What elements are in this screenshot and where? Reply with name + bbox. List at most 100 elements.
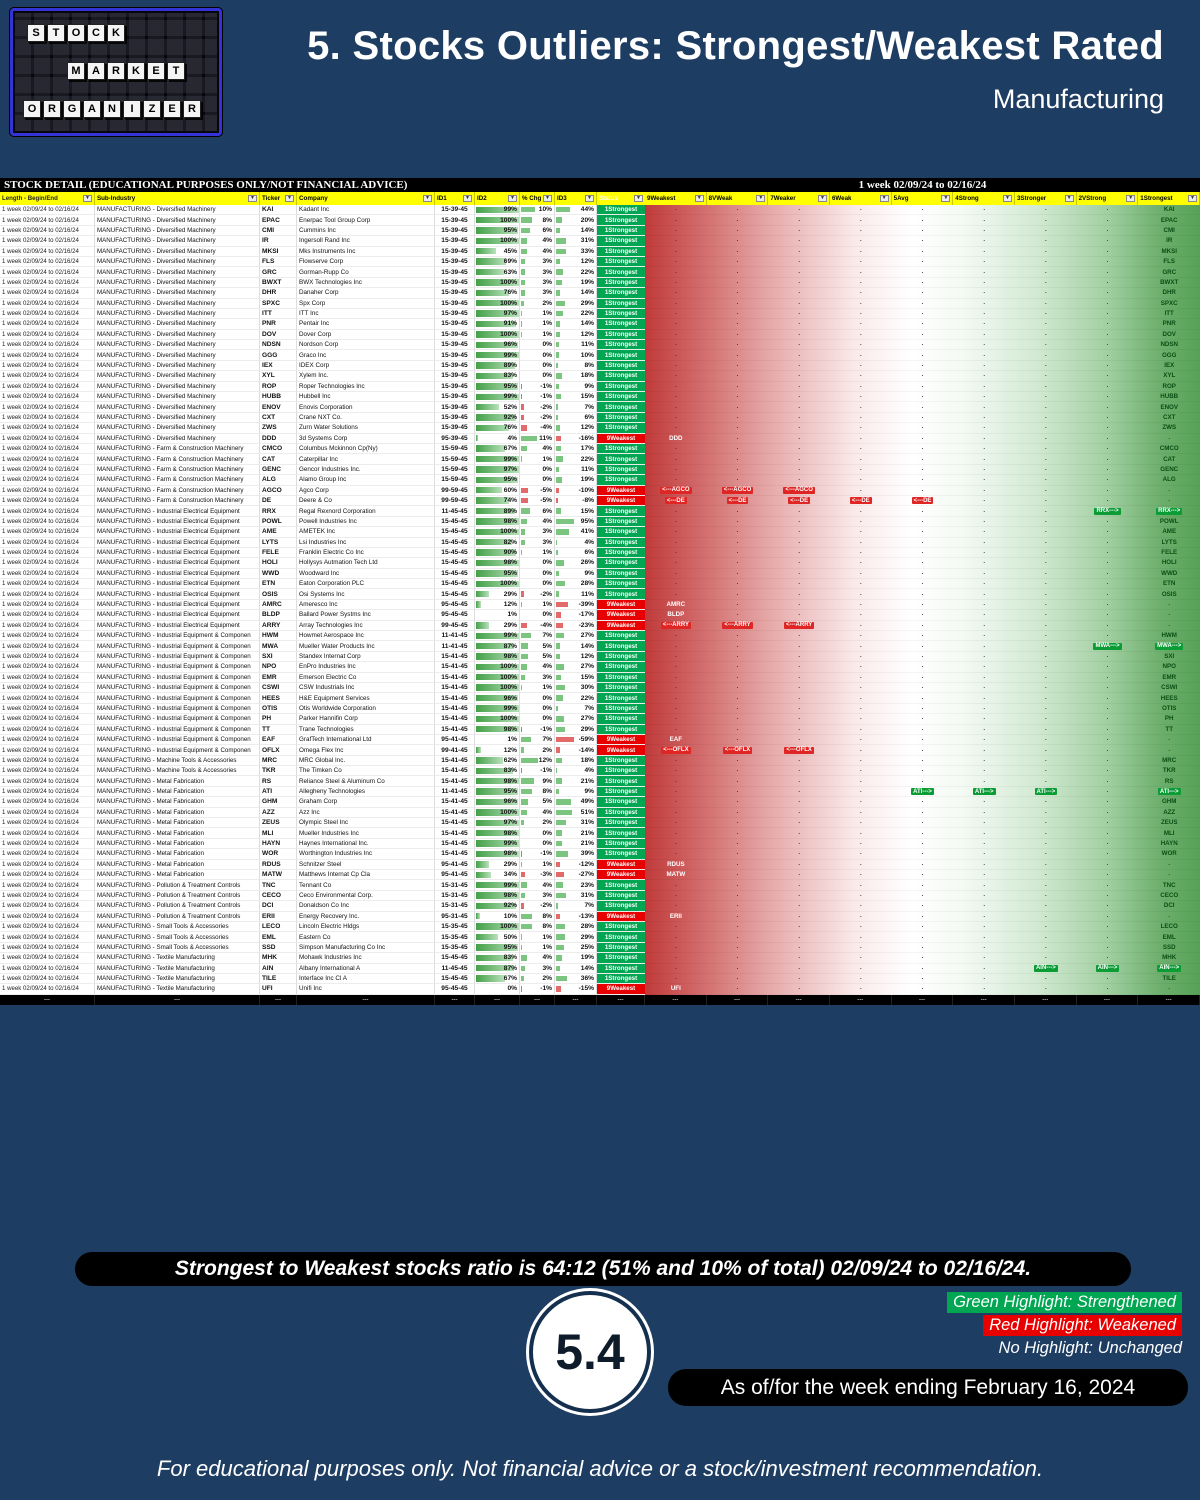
chg-databar xyxy=(521,861,523,867)
chg-databar xyxy=(521,518,527,525)
ticker-value: EAF xyxy=(262,736,276,744)
rating-cell-7weaker: . xyxy=(768,849,830,858)
filter-arrow-icon[interactable]: ▼ xyxy=(694,195,704,202)
company-value: Spx Corp xyxy=(299,299,326,307)
filter-arrow-icon[interactable]: ▼ xyxy=(1064,195,1074,202)
rating-cell-1strongest: WOR xyxy=(1138,849,1200,858)
filter-arrow-icon[interactable]: ▼ xyxy=(285,195,294,202)
empty-dot: . xyxy=(798,985,801,992)
id2-cell: 98% xyxy=(475,849,520,860)
rating-cell-6weak: . xyxy=(830,299,892,308)
column-header-1strongest[interactable]: 1Strongest ▼ xyxy=(1138,192,1200,205)
ticker-cell: OTIS xyxy=(260,703,297,715)
chg-cell: 6% xyxy=(520,225,555,237)
id3-databar xyxy=(556,643,561,649)
filter-arrow-icon[interactable]: ▼ xyxy=(248,195,257,202)
sub-industry-cell: MANUFACTURING - Metal Fabrication xyxy=(95,859,260,870)
filter-arrow-icon[interactable]: ▼ xyxy=(508,195,517,202)
chg-value: 9% xyxy=(542,777,552,785)
ticker-value: CMCO xyxy=(262,445,283,453)
column-header-9weakest[interactable]: 9Weakest ▼ xyxy=(645,192,707,205)
chg-databar xyxy=(521,975,524,982)
filter-arrow-icon[interactable]: ▼ xyxy=(818,195,827,202)
status-cell: 1Strongest xyxy=(597,703,645,715)
sub-industry-cell: MANUFACTURING - Industrial Electrical Eq… xyxy=(95,599,260,611)
stock-row-zeus: 1 week 02/09/24 to 02/16/24 MANUFACTURING… xyxy=(0,818,1200,829)
company-cell: Gencor Industries Inc. xyxy=(297,464,435,476)
id1-cell: 15-39-45 xyxy=(435,392,475,403)
column-header-status[interactable]: Status ▼ xyxy=(597,192,645,205)
column-header-sub-industry[interactable]: Sub-Industry ▼ xyxy=(95,192,260,205)
column-header-id2[interactable]: ID2 ▼ xyxy=(475,192,520,205)
empty-dot: . xyxy=(736,881,739,888)
company-cell: Hollysys Autmation Tech Ltd xyxy=(297,558,435,569)
filter-arrow-icon[interactable]: ▼ xyxy=(756,195,766,202)
column-header-length-begin-end[interactable]: Length - Begin/End ▼ xyxy=(0,192,95,205)
column-header-8vweak[interactable]: 8VWeak ▼ xyxy=(707,192,769,205)
status-value: 9Weakest xyxy=(606,434,636,442)
rating-track: ........ IEX xyxy=(645,360,1200,372)
column-header-6weak[interactable]: 6Weak ▼ xyxy=(830,192,892,205)
empty-dot: . xyxy=(860,268,862,275)
column-header-id1[interactable]: ID1 ▼ xyxy=(435,192,475,205)
empty-dot: . xyxy=(1106,393,1109,400)
rating-cell-3stronger: . xyxy=(1015,215,1077,224)
rating-cell-6weak: . xyxy=(830,434,892,443)
filter-arrow-icon[interactable]: ▼ xyxy=(1187,195,1197,202)
stock-row-cat: 1 week 02/09/24 to 02/16/24 MANUFACTURING… xyxy=(0,454,1200,465)
filter-arrow-icon[interactable]: ▼ xyxy=(543,195,552,202)
rating-cell-6weak: . xyxy=(830,776,892,785)
sub-industry-value: MANUFACTURING - Industrial Equipment & C… xyxy=(97,694,251,702)
filter-arrow-icon[interactable]: ▼ xyxy=(634,195,643,202)
id1-value: 95-31-45 xyxy=(441,912,468,920)
empty-dot: . xyxy=(798,299,801,306)
chg-value: -4% xyxy=(540,621,552,629)
stock-row-dov: 1 week 02/09/24 to 02/16/24 MANUFACTURING… xyxy=(0,329,1200,341)
rating-track: EAF........ xyxy=(645,734,1200,746)
empty-dot: . xyxy=(1106,580,1109,587)
filter-arrow-icon[interactable]: ▼ xyxy=(941,195,951,202)
sub-industry-cell: MANUFACTURING - Diversified Machinery xyxy=(95,340,260,351)
column-header-chg[interactable]: % Chg ▼ xyxy=(520,192,555,205)
end-marker: --- xyxy=(0,994,95,1006)
id2-value: 91% xyxy=(503,320,517,328)
filter-arrow-icon[interactable]: ▼ xyxy=(463,195,472,202)
length-cell: 1 week 02/09/24 to 02/16/24 xyxy=(0,277,95,289)
empty-dot: . xyxy=(860,528,862,535)
rating-cell-3stronger: . xyxy=(1015,683,1077,692)
rating-cell-2vstrong: . xyxy=(1077,808,1139,817)
id3-databar xyxy=(556,373,562,379)
filter-arrow-icon[interactable]: ▼ xyxy=(83,195,92,202)
ticker-cell: RRX xyxy=(260,506,297,517)
empty-dot: . xyxy=(798,850,801,857)
column-header-3stronger[interactable]: 3Stronger ▼ xyxy=(1015,192,1077,205)
rating-track: ........ POWL xyxy=(645,516,1200,528)
rating-cell-8vweak: . xyxy=(707,984,769,993)
column-header-2vstrong[interactable]: 2VStrong ▼ xyxy=(1077,192,1139,205)
rating-cell-2vstrong: . xyxy=(1077,683,1139,692)
id2-value: 99% xyxy=(503,206,517,214)
column-header-4strong[interactable]: 4Strong ▼ xyxy=(953,192,1015,205)
chg-databar xyxy=(521,207,536,213)
column-header-7weaker[interactable]: 7Weaker ▼ xyxy=(768,192,830,205)
column-header-id3[interactable]: ID3 ▼ xyxy=(555,192,597,205)
filter-arrow-icon[interactable]: ▼ xyxy=(423,195,432,202)
status-value: 1Strongest xyxy=(604,933,638,941)
chg-value: 4% xyxy=(542,237,552,245)
ticker-cell: GENC xyxy=(260,464,297,476)
empty-dot: . xyxy=(675,268,677,275)
column-header-5avg[interactable]: 5Avg ▼ xyxy=(892,192,954,205)
empty-dot: . xyxy=(1106,517,1109,524)
filter-arrow-icon[interactable]: ▼ xyxy=(1002,195,1012,202)
id2-databar xyxy=(476,351,519,359)
column-header-ticker[interactable]: Ticker ▼ xyxy=(260,192,297,205)
id3-cell: 49% xyxy=(555,797,597,808)
rating-cell-3stronger: . xyxy=(1015,205,1077,214)
filter-arrow-icon[interactable]: ▼ xyxy=(1126,195,1136,202)
filter-arrow-icon[interactable]: ▼ xyxy=(879,195,889,202)
ticker-mark: EAF xyxy=(669,736,683,744)
column-header-company[interactable]: Company ▼ xyxy=(297,192,435,205)
rating-cell-5avg: . xyxy=(892,517,954,526)
filter-arrow-icon[interactable]: ▼ xyxy=(585,195,594,202)
rating-cell-8vweak: . xyxy=(707,808,769,817)
